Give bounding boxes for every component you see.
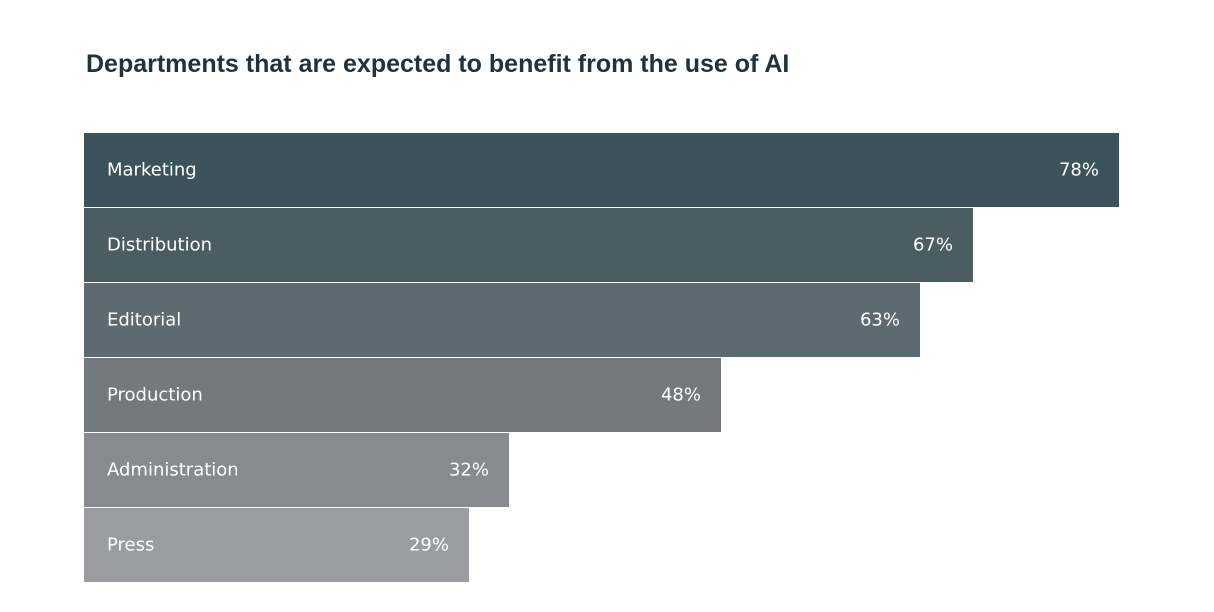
- bar-marketing: Marketing 78%: [84, 133, 1119, 207]
- bar-category-label: Editorial: [107, 309, 182, 331]
- bar-value-label: 32%: [448, 459, 489, 481]
- bar-editorial: Editorial 63%: [84, 283, 920, 357]
- bar-category-label: Administration: [107, 459, 239, 481]
- bar-value-label: 29%: [408, 534, 449, 556]
- bar-category-label: Press: [107, 534, 155, 556]
- bar-category-label: Marketing: [107, 159, 197, 181]
- bar-value-label: 63%: [859, 309, 900, 331]
- bar-press: Press 29%: [84, 508, 469, 582]
- bar-value-label: 78%: [1058, 159, 1099, 181]
- chart-title: Departments that are expected to benefit…: [86, 50, 790, 78]
- bar-value-label: 67%: [912, 234, 953, 256]
- bar-category-label: Distribution: [107, 234, 213, 256]
- bar-category-label: Production: [107, 384, 203, 406]
- bar-distribution: Distribution 67%: [84, 208, 973, 282]
- bar-production: Production 48%: [84, 358, 721, 432]
- bar-administration: Administration 32%: [84, 433, 509, 507]
- bar-value-label: 48%: [660, 384, 701, 406]
